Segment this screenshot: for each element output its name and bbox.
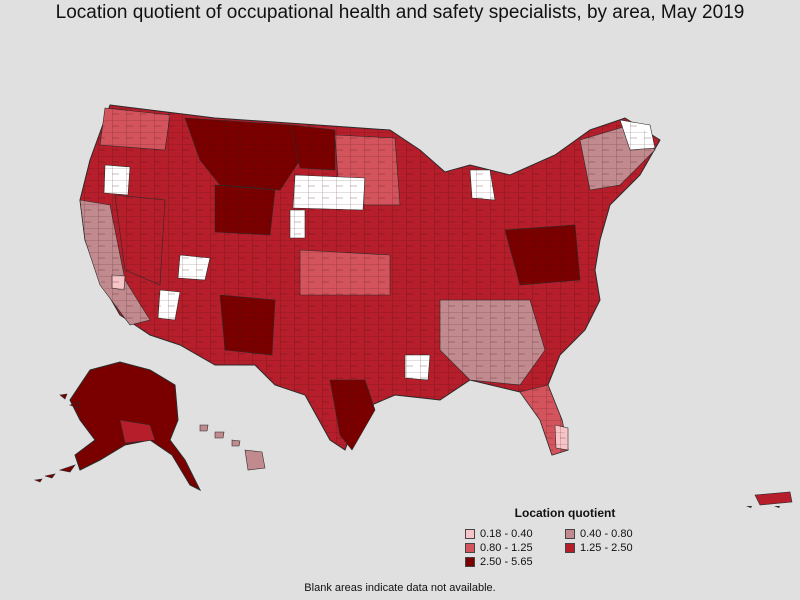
legend-label: 0.40 - 0.80 <box>580 528 633 540</box>
map-legend: Location quotient 0.18 - 0.40 0.40 - 0.8… <box>465 506 665 568</box>
legend-item: 2.50 - 5.65 <box>465 556 565 568</box>
legend-label: 1.25 - 2.50 <box>580 542 633 554</box>
legend-item: 0.80 - 1.25 <box>465 542 565 554</box>
legend-label: 2.50 - 5.65 <box>480 556 533 568</box>
alaska <box>33 361 202 492</box>
legend-swatch <box>565 529 575 539</box>
legend-item: 0.40 - 0.80 <box>565 528 665 540</box>
choropleth-map <box>0 30 800 570</box>
hawaii <box>199 424 266 471</box>
legend-swatch <box>465 543 475 553</box>
contiguous-us <box>79 104 661 456</box>
legend-swatch <box>465 557 475 567</box>
legend-title: Location quotient <box>514 506 616 520</box>
blank-areas-note: Blank areas indicate data not available. <box>304 582 496 594</box>
legend-label: 0.18 - 0.40 <box>480 528 533 540</box>
legend-swatch <box>465 529 475 539</box>
alaska-inner <box>119 419 156 444</box>
legend-item: 0.18 - 0.40 <box>465 528 565 540</box>
legend-label: 0.80 - 1.25 <box>480 542 533 554</box>
legend-item: 1.25 - 2.50 <box>565 542 665 554</box>
legend-swatch <box>565 543 575 553</box>
puerto-rico <box>746 491 793 508</box>
map-title: Location quotient of occupational health… <box>55 2 745 23</box>
